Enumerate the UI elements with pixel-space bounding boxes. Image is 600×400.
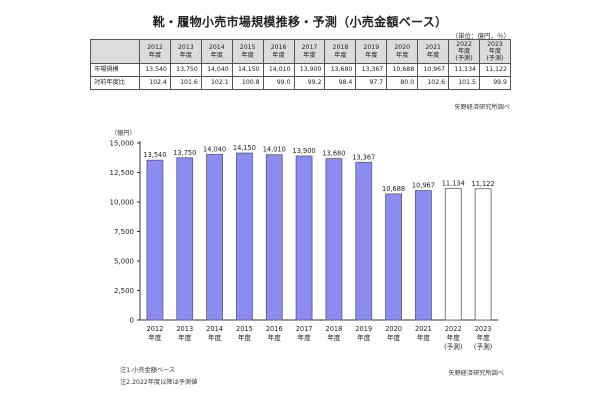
data-label: 13,680	[322, 150, 345, 158]
table-year-header: 2022 年度 (予測)	[448, 39, 480, 64]
data-label: 14,010	[263, 146, 286, 154]
x-tick-label: 年度	[357, 333, 371, 342]
x-tick-label: 年度	[447, 333, 461, 342]
y-tick-label: 12,500	[110, 169, 135, 177]
table-year-header: 2023 年度 (予測)	[478, 39, 512, 64]
table-year-header: 2017 年度	[293, 39, 326, 64]
bar	[146, 159, 164, 321]
chart-source: 矢野経済研究所調べ	[448, 370, 504, 377]
data-label: 13,900	[293, 147, 316, 155]
bar	[295, 155, 313, 321]
x-tick-label: 年度	[476, 333, 490, 342]
table-year-header: 2013 年度	[169, 39, 202, 64]
x-tick-label: 2013	[176, 325, 193, 333]
table-corner-cell	[90, 39, 140, 64]
table-cell: 99.2	[293, 76, 326, 90]
y-tick-label: 5,000	[114, 258, 134, 266]
data-label: 13,540	[143, 151, 166, 159]
x-tick-label: (予測)	[474, 342, 492, 351]
data-label: 11,134	[442, 180, 465, 188]
bar	[236, 152, 253, 321]
x-tick-label: 2016	[266, 325, 283, 333]
y-tick-label: 10,000	[110, 199, 135, 207]
bar	[415, 190, 432, 321]
x-tick-label: 2018	[326, 325, 343, 333]
bar	[176, 157, 194, 321]
x-tick-label: 2023	[475, 325, 492, 333]
data-label: 14,150	[233, 144, 256, 152]
bar	[355, 161, 373, 321]
table-row: 市場規模 13,540 13,750 14,040 14,150 14,010 13,900…	[90, 63, 512, 77]
bar	[206, 153, 223, 321]
x-tick-label: 年度	[417, 333, 431, 342]
y-tick-label: 7,500	[114, 228, 134, 236]
table-unit-note: （単位：億円，％）	[451, 32, 511, 40]
data-label: 10,688	[382, 185, 405, 193]
x-tick-label: 年度	[238, 333, 252, 342]
y-axis-unit: （億円）	[111, 130, 136, 137]
note-1: 注1.小売金額ベース	[120, 367, 176, 374]
x-tick-label: 2021	[415, 325, 432, 333]
x-tick-label: 2017	[296, 325, 313, 333]
data-label: 11,122	[472, 180, 495, 188]
y-tick-label: 0	[130, 317, 134, 325]
data-label: 10,967	[412, 182, 435, 190]
x-tick-label: 年度	[208, 333, 222, 342]
x-tick-label: 2012	[147, 325, 164, 333]
x-tick-label: 2019	[355, 325, 372, 333]
table-year-header: 2019 年度	[355, 39, 388, 64]
bar	[325, 158, 343, 321]
note-2: 注2.2022年度以降は予測値	[120, 379, 198, 386]
data-label: 14,040	[203, 145, 226, 153]
x-tick-label: 年度	[268, 333, 282, 342]
data-label: 13,367	[352, 153, 375, 161]
y-tick-label: 15,000	[110, 140, 135, 148]
table-year-header: 2018 年度	[324, 39, 357, 64]
table-cell: 99.9	[478, 76, 512, 90]
table-row-label: 対前年度比	[90, 76, 140, 90]
x-tick-label: 2014	[206, 325, 223, 333]
forecast-bar	[444, 188, 462, 321]
x-tick-label: 2020	[385, 325, 402, 333]
bar	[265, 154, 283, 321]
table-year-header: 2015 年度	[231, 39, 264, 64]
x-tick-label: 年度	[148, 333, 162, 342]
x-tick-label: 年度	[297, 333, 311, 342]
x-tick-label: 2022	[445, 325, 462, 333]
y-tick-label: 2,500	[114, 287, 134, 295]
forecast-bar	[474, 188, 492, 321]
bar	[385, 193, 402, 321]
x-tick-label: (予測)	[444, 342, 462, 351]
x-tick-label: 年度	[327, 333, 341, 342]
table-year-header: 2021 年度	[417, 39, 450, 64]
x-tick-label: 2015	[236, 325, 253, 333]
x-tick-label: 年度	[178, 333, 192, 342]
x-tick-label: 年度	[387, 333, 401, 342]
table-row: 対前年度比 102.4 101.6 102.1 100.8 99.0 99.2 98.4 97.…	[90, 76, 512, 90]
chart-title: 靴・履物小売市場規模推移・予測（小売金額ベース）	[152, 15, 448, 29]
data-label: 13,750	[173, 149, 196, 157]
market-size-table: 2012 年度 2013 年度 2014 年度 2015 年度 2016 年度 2017 年度 2018…	[90, 39, 512, 90]
table-source: 矢野経済研究所調べ	[454, 104, 510, 111]
